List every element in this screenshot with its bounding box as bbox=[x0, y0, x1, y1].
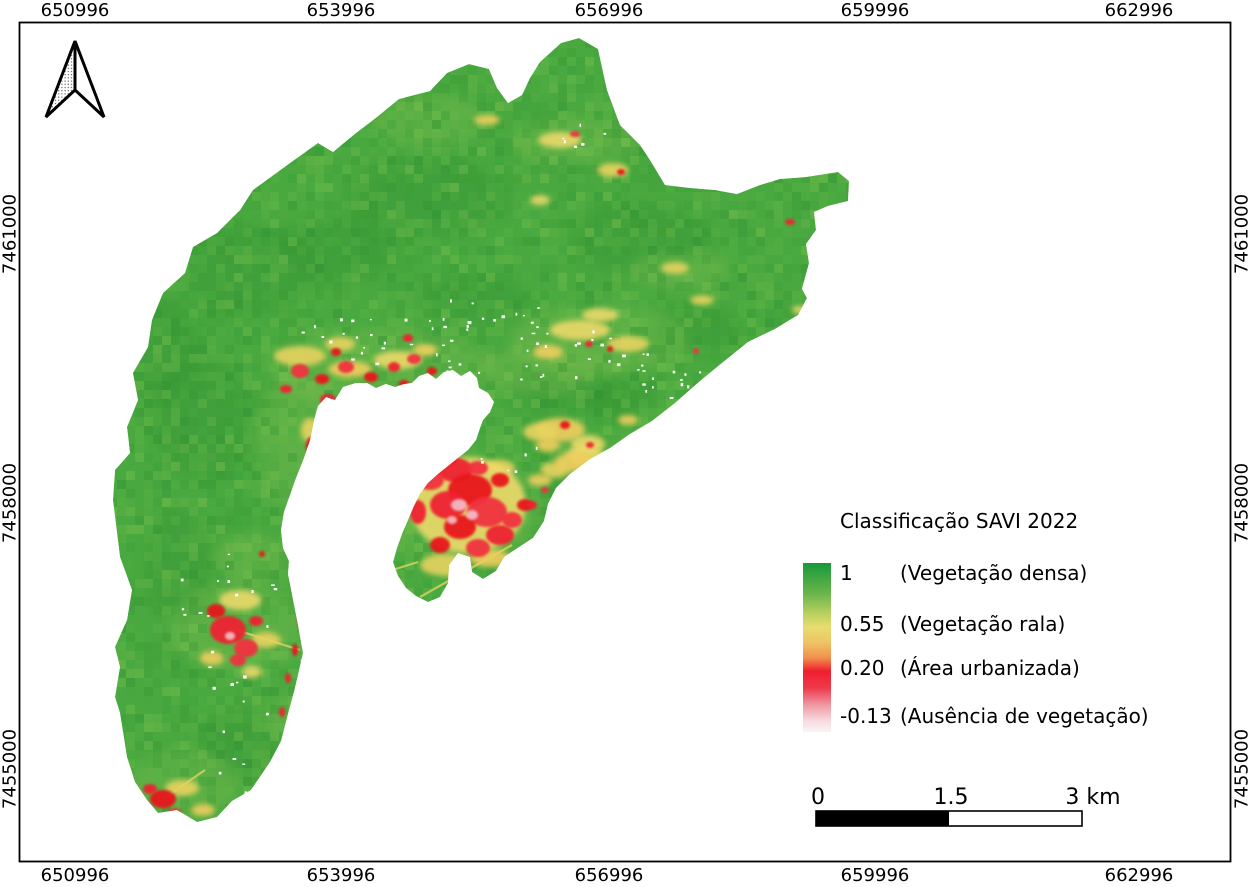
legend-item-label: (Área urbanizada) bbox=[900, 657, 1080, 680]
scalebar-label: 0 bbox=[811, 785, 825, 810]
x-coordinate-label-top: 653996 bbox=[307, 1, 376, 22]
scalebar-label: 1.5 bbox=[934, 785, 969, 810]
x-coordinate-label-top: 650996 bbox=[41, 1, 110, 22]
x-coordinate-label-bottom: 653996 bbox=[307, 866, 376, 887]
legend-item-label: (Vegetação densa) bbox=[900, 562, 1087, 585]
watershed-raster bbox=[108, 30, 855, 831]
legend-title: Classificação SAVI 2022 bbox=[840, 510, 1078, 533]
y-coordinate-label-left: 7455000 bbox=[1, 729, 22, 809]
legend-item-value: 0.20 bbox=[840, 657, 885, 680]
y-coordinate-label-left: 7458000 bbox=[1, 463, 22, 543]
y-coordinate-label-right: 7461000 bbox=[1233, 194, 1252, 274]
legend-item-value: -0.13 bbox=[840, 705, 892, 728]
y-coordinate-label-right: 7458000 bbox=[1233, 463, 1252, 543]
north-arrow-icon bbox=[46, 41, 104, 117]
legend-item-value: 1 bbox=[840, 562, 853, 585]
y-coordinate-label-right: 7455000 bbox=[1233, 729, 1252, 809]
legend-item-value: 0.55 bbox=[840, 613, 885, 636]
scalebar-label: 3 km bbox=[1065, 785, 1120, 810]
legend-item-label: (Ausência de vegetação) bbox=[900, 705, 1149, 728]
x-coordinate-label-bottom: 650996 bbox=[41, 866, 110, 887]
x-coordinate-label-top: 662996 bbox=[1105, 1, 1174, 22]
x-coordinate-label-bottom: 659996 bbox=[841, 866, 910, 887]
x-coordinate-label-top: 659996 bbox=[841, 1, 910, 22]
x-coordinate-label-top: 656996 bbox=[575, 1, 644, 22]
legend-item-label: (Vegetação rala) bbox=[900, 613, 1065, 636]
x-coordinate-label-bottom: 656996 bbox=[575, 866, 644, 887]
y-coordinate-label-left: 7461000 bbox=[1, 194, 22, 274]
scalebar bbox=[816, 811, 1082, 826]
legend-gradient-bar bbox=[803, 563, 831, 732]
x-coordinate-label-bottom: 662996 bbox=[1105, 866, 1174, 887]
